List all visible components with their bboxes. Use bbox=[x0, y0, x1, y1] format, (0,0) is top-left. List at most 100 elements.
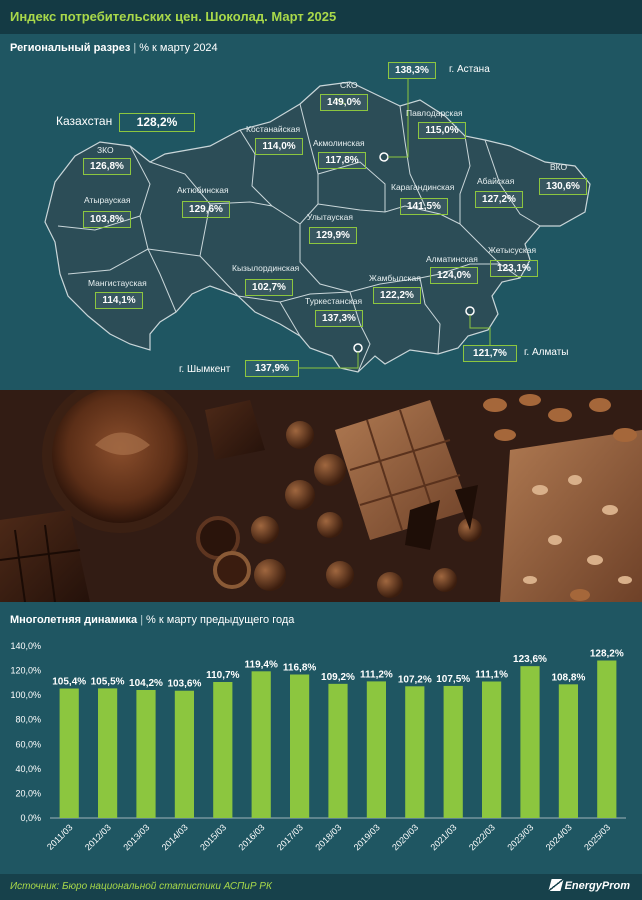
logo-icon bbox=[547, 879, 564, 891]
chocolate-photo bbox=[0, 390, 642, 602]
x-tick-label: 2017/03 bbox=[275, 822, 305, 852]
x-tick-label: 2013/03 bbox=[121, 822, 151, 852]
region-value-kyzylorda: 102,7% bbox=[245, 279, 293, 296]
region-value-zko: 126,8% bbox=[83, 158, 131, 175]
x-tick-label: 2011/03 bbox=[45, 822, 75, 852]
x-tick-label: 2014/03 bbox=[160, 822, 190, 852]
astana-marker bbox=[379, 78, 409, 162]
heading-separator: | bbox=[140, 614, 144, 626]
region-name-pavlodar: Павлодарская bbox=[406, 108, 463, 118]
data-label: 110,7% bbox=[206, 670, 239, 681]
bar bbox=[59, 688, 79, 818]
region-value-vko: 130,6% bbox=[539, 178, 587, 195]
bar bbox=[174, 690, 194, 818]
data-label: 111,1% bbox=[475, 670, 508, 681]
x-tick-label: 2019/03 bbox=[352, 822, 382, 852]
bar bbox=[597, 660, 617, 818]
x-tick-label: 2020/03 bbox=[390, 822, 420, 852]
energyprom-logo: EnergyProm bbox=[547, 879, 630, 892]
x-tick-label: 2021/03 bbox=[429, 822, 459, 852]
y-tick-label: 100,0% bbox=[10, 690, 41, 700]
region-name-abay: Абайская bbox=[477, 176, 515, 186]
region-name-zhetysu: Жетысуская bbox=[488, 245, 537, 255]
region-name-atyrau: Атырауская bbox=[84, 195, 131, 205]
country-name: Казахстан bbox=[56, 114, 113, 128]
city-name-astana: г. Астана bbox=[449, 64, 490, 75]
y-tick-label: 60,0% bbox=[15, 739, 41, 749]
region-name-kostanay: Костанайская bbox=[246, 124, 301, 134]
bar bbox=[98, 688, 118, 818]
page-title: Индекс потребительских цен. Шоколад. Мар… bbox=[10, 9, 337, 24]
region-value-almaty-region: 124,0% bbox=[430, 267, 478, 284]
x-tick-label: 2012/03 bbox=[83, 822, 113, 852]
region-name-akmola: Акмолинская bbox=[313, 138, 365, 148]
y-tick-label: 40,0% bbox=[15, 764, 41, 774]
y-tick-label: 0,0% bbox=[20, 813, 41, 823]
bar bbox=[482, 681, 502, 818]
data-label: 108,8% bbox=[551, 672, 585, 683]
region-value-aktobe: 129,6% bbox=[182, 201, 230, 218]
region-value-zhambyl: 122,2% bbox=[373, 287, 421, 304]
bar bbox=[405, 686, 425, 818]
region-value-sko: 149,0% bbox=[320, 94, 368, 111]
bar bbox=[213, 681, 233, 818]
bar bbox=[520, 666, 540, 818]
bar bbox=[558, 684, 578, 818]
region-name-mangistau: Мангистауская bbox=[88, 278, 147, 288]
data-label: 105,5% bbox=[91, 676, 125, 687]
data-label: 109,2% bbox=[321, 672, 355, 683]
region-name-aktobe: Актюбинская bbox=[177, 185, 229, 195]
data-label: 111,2% bbox=[360, 669, 393, 680]
data-label: 107,2% bbox=[398, 674, 432, 685]
region-name-kyzylorda: Кызылординская bbox=[232, 263, 300, 273]
bar-chart: 0,0% 20,0% 40,0% 60,0% 80,0% 100,0% 120,0% 140,… bbox=[10, 641, 626, 852]
region-value-mangistau: 114,1% bbox=[95, 292, 143, 309]
map-heading-rest: % к марту 2024 bbox=[139, 42, 218, 54]
city-name-shymkent: г. Шымкент bbox=[179, 364, 231, 375]
x-tick-label: 2016/03 bbox=[237, 822, 267, 852]
city-value-almaty: 121,7% bbox=[463, 345, 517, 362]
regional-map-section: Региональный разрез |% к марту 2024 bbox=[0, 34, 642, 390]
data-label: 123,6% bbox=[513, 654, 547, 665]
heading-separator: | bbox=[133, 42, 137, 54]
bar bbox=[251, 671, 271, 818]
region-value-abay: 127,2% bbox=[475, 191, 523, 208]
dynamics-chart-section: Многолетняя динамика |% к марту предыдуще… bbox=[0, 602, 642, 874]
region-value-pavlodar: 115,0% bbox=[418, 122, 466, 139]
almaty-marker bbox=[465, 306, 491, 346]
region-name-zhambyl: Жамбылская bbox=[369, 273, 421, 283]
logo-text: EnergyProm bbox=[564, 880, 630, 892]
bar bbox=[290, 674, 310, 818]
footer: Источник: Бюро национальной статистики А… bbox=[0, 874, 642, 900]
data-label: 116,8% bbox=[283, 663, 316, 674]
chart-heading-rest: % к марту предыдущего года bbox=[146, 614, 295, 626]
data-label: 107,5% bbox=[436, 674, 470, 685]
city-value-astana: 138,3% bbox=[388, 62, 436, 79]
region-name-sko: СКО bbox=[340, 80, 358, 90]
region-value-zhetysu: 123,1% bbox=[490, 260, 538, 277]
region-value-ulytau: 129,9% bbox=[309, 227, 357, 244]
chart-heading-bold: Многолетняя динамика bbox=[10, 614, 138, 626]
x-tick-label: 2022/03 bbox=[467, 822, 497, 852]
region-value-atyrau: 103,8% bbox=[83, 211, 131, 228]
region-borders bbox=[57, 103, 541, 373]
x-tick-label: 2024/03 bbox=[544, 822, 574, 852]
y-tick-label: 80,0% bbox=[15, 715, 41, 725]
data-label: 128,2% bbox=[590, 648, 624, 659]
region-name-turkestan: Туркестанская bbox=[305, 296, 363, 306]
x-tick-label: 2015/03 bbox=[198, 822, 228, 852]
source-text: Источник: Бюро национальной статистики А… bbox=[10, 881, 272, 892]
data-label: 119,4% bbox=[245, 659, 278, 670]
country-value: 128,2% bbox=[119, 113, 195, 132]
x-tick-label: 2023/03 bbox=[505, 822, 535, 852]
data-label: 103,6% bbox=[167, 679, 201, 690]
data-label: 105,4% bbox=[52, 677, 86, 688]
region-name-karaganda: Карагандинская bbox=[391, 182, 455, 192]
region-name-vko: ВКО bbox=[550, 162, 568, 172]
y-tick-label: 20,0% bbox=[15, 788, 41, 798]
bar bbox=[366, 681, 386, 818]
map-section-heading: Региональный разрез |% к марту 2024 bbox=[10, 42, 218, 54]
city-value-shymkent: 137,9% bbox=[245, 360, 299, 377]
city-name-almaty: г. Алматы bbox=[524, 347, 569, 358]
